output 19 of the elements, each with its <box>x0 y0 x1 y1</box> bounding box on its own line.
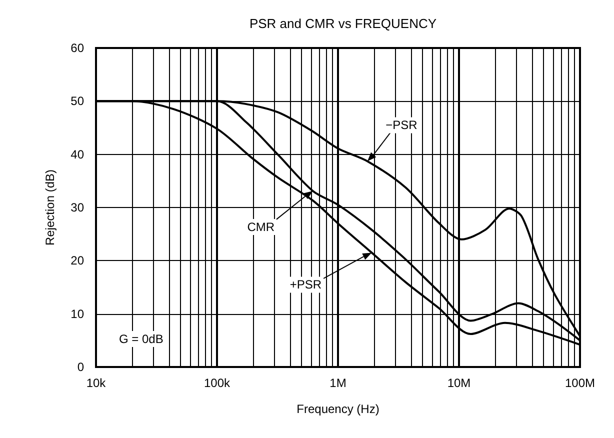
x-tick-label: 10k <box>86 376 107 390</box>
x-axis-title: Frequency (Hz) <box>296 402 380 416</box>
y-tick-label: 40 <box>70 147 84 162</box>
y-tick-label: 20 <box>70 254 84 268</box>
chart-title: PSR and CMR vs FREQUENCY <box>249 16 437 31</box>
annotation: CMR <box>247 220 275 234</box>
y-tick-label: 30 <box>70 200 84 214</box>
annotation: −PSR <box>386 118 418 132</box>
y-tick-label: 10 <box>70 306 84 321</box>
x-tick-label: 10M <box>447 376 471 390</box>
annotation: +PSR <box>290 278 322 292</box>
y-tick-label: 60 <box>70 41 84 55</box>
annotation: G = 0dB <box>119 332 164 346</box>
x-tick-label: 100k <box>204 376 232 390</box>
x-tick-label: 1M <box>330 376 346 390</box>
y-axis-title: Rejection (dB) <box>43 169 57 246</box>
y-tick-label: 0 <box>77 360 84 374</box>
y-tick-label: 50 <box>70 94 84 108</box>
x-tick-label: 100M <box>564 376 596 390</box>
